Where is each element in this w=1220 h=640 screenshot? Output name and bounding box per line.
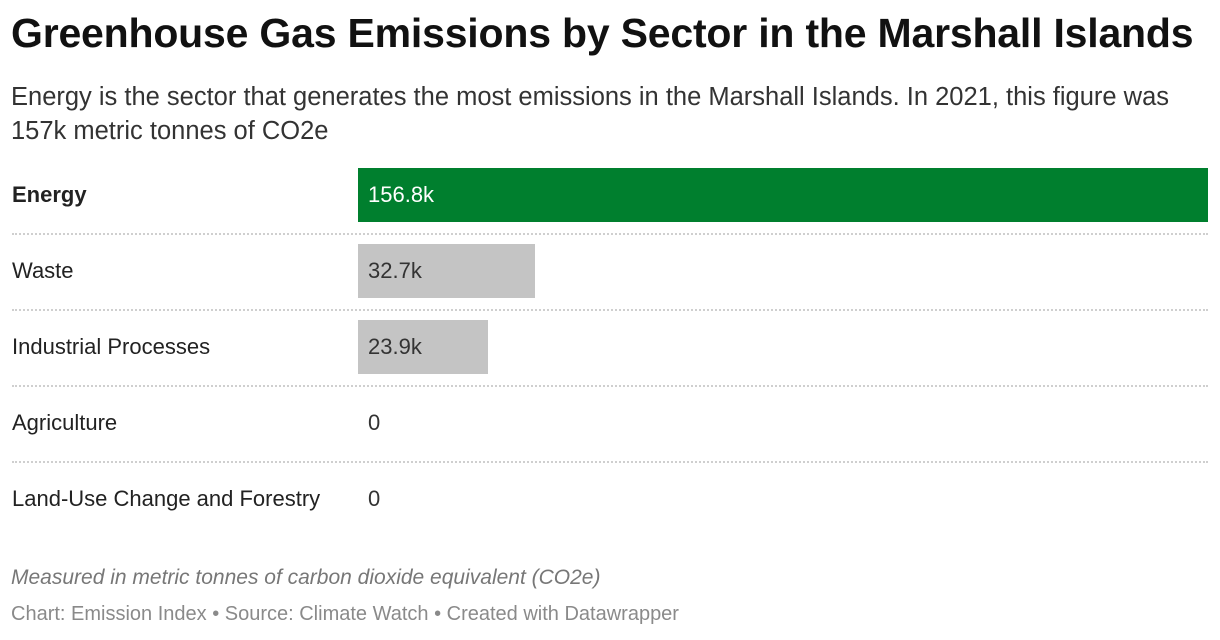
category-label: Agriculture	[12, 410, 118, 435]
row-divider	[12, 309, 1208, 311]
category-label: Industrial Processes	[12, 334, 211, 359]
bar-value-label: 0	[368, 410, 381, 435]
bar	[358, 320, 488, 374]
bar	[358, 168, 1208, 222]
row-divider	[12, 461, 1208, 463]
bar	[358, 244, 535, 298]
chart-title: Greenhouse Gas Emissions by Sector in th…	[11, 10, 1194, 56]
chart-footer: Chart: Emission Index • Source: Climate …	[11, 603, 679, 625]
chart-note: Measured in metric tonnes of carbon diox…	[11, 566, 601, 589]
chart-subtitle: Energy is the sector that generates the …	[11, 83, 1169, 145]
bar-value-label: 0	[368, 486, 381, 511]
category-label: Energy	[12, 182, 87, 207]
category-label: Waste	[12, 258, 74, 283]
bar-value-label: 32.7k	[368, 258, 422, 283]
row-divider	[12, 233, 1208, 235]
bar-value-label: 23.9k	[368, 334, 422, 359]
category-label: Land-Use Change and Forestry	[12, 486, 321, 511]
row-divider	[12, 385, 1208, 387]
bar-value-label: 156.8k	[368, 182, 435, 207]
